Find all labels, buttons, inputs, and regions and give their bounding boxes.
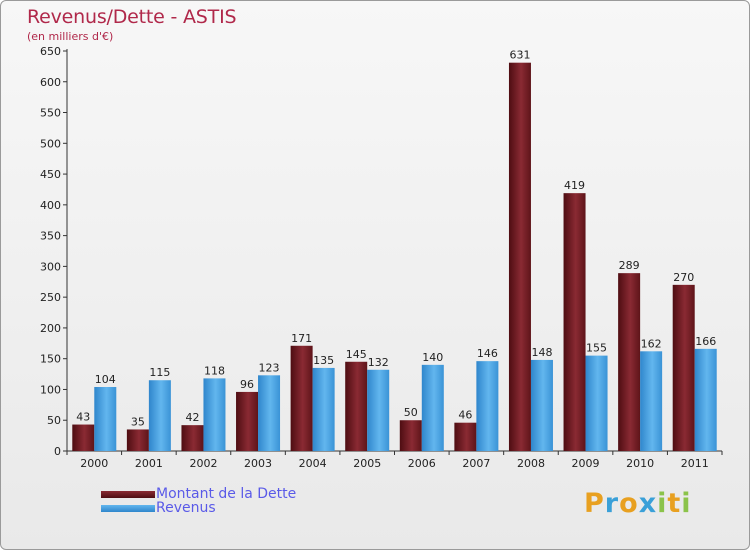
- value-label-dette: 35: [131, 415, 145, 428]
- bar-revenus: [640, 351, 663, 451]
- bar-dette: [290, 345, 313, 451]
- bar-revenus: [530, 359, 553, 451]
- bar-revenus: [203, 378, 226, 451]
- logo-letter: P: [584, 488, 605, 519]
- x-tick-label: 2010: [626, 457, 654, 470]
- bar-revenus: [258, 375, 281, 451]
- value-label-revenus: 155: [586, 342, 607, 355]
- x-tick-label: 2001: [135, 457, 163, 470]
- y-tick-label: 50: [47, 414, 61, 427]
- value-label-dette: 419: [564, 179, 585, 192]
- x-tick-label: 2007: [462, 457, 490, 470]
- y-tick-label: 200: [40, 322, 61, 335]
- bar-revenus: [312, 367, 335, 451]
- proxiti-logo: Proxiti: [584, 488, 692, 519]
- bar-dette: [345, 361, 368, 451]
- value-label-revenus: 123: [259, 361, 280, 374]
- bar-dette: [181, 425, 204, 451]
- logo-letter: i: [681, 488, 692, 519]
- y-tick-label: 450: [40, 168, 61, 181]
- value-label-revenus: 135: [313, 354, 334, 367]
- value-label-dette: 270: [673, 271, 694, 284]
- bar-dette: [508, 62, 531, 451]
- legend-label-debt: Montant de la Dette: [156, 486, 297, 502]
- y-tick-label: 250: [40, 291, 61, 304]
- logo-letter: t: [667, 488, 682, 519]
- chart-subtitle: (en milliers d'€): [27, 30, 114, 43]
- x-tick-label: 2005: [353, 457, 381, 470]
- value-label-revenus: 132: [368, 356, 389, 369]
- value-label-dette: 50: [404, 406, 418, 419]
- x-tick-label: 2011: [681, 457, 709, 470]
- y-tick-label: 400: [40, 199, 61, 212]
- x-tick-label: 2002: [189, 457, 217, 470]
- x-axis: 2000 2001 2002 2003 2004 2005 2006 2007 2008 2009…: [66, 450, 723, 470]
- value-label-revenus: 104: [95, 373, 116, 386]
- bar-dette: [236, 391, 259, 451]
- bar-revenus: [421, 364, 444, 451]
- y-tick-label: 500: [40, 137, 61, 150]
- bar-dette: [618, 273, 641, 451]
- bar-dette: [454, 422, 477, 451]
- logo-letter: i: [657, 488, 668, 519]
- bar-dette: [126, 429, 149, 451]
- legend-swatch-revenus: [101, 505, 155, 512]
- value-label-revenus: 146: [477, 347, 498, 360]
- bar-revenus: [367, 369, 390, 451]
- bar-dette: [399, 420, 422, 451]
- value-label-dette: 631: [509, 49, 530, 62]
- x-tick-label: 2009: [572, 457, 600, 470]
- bar-revenus: [585, 355, 608, 451]
- legend-label-revenus: Revenus: [156, 500, 216, 516]
- bar-revenus: [94, 387, 117, 451]
- value-label-revenus: 166: [695, 335, 716, 348]
- logo-letter: x: [638, 488, 658, 519]
- bar-revenus: [694, 348, 717, 451]
- bar-dette: [72, 424, 95, 451]
- y-axis: 0 50 100 150 200 250 300 350 400 450 500 550 600 650: [40, 45, 68, 458]
- value-label-dette: 43: [76, 411, 90, 424]
- y-tick-label: 600: [40, 76, 61, 89]
- legend-swatch-debt: [101, 491, 155, 498]
- x-tick-label: 2006: [408, 457, 436, 470]
- y-tick-label: 0: [54, 445, 61, 458]
- value-label-dette: 42: [185, 411, 199, 424]
- y-tick-label: 150: [40, 353, 61, 366]
- value-label-dette: 46: [458, 409, 472, 422]
- x-tick-label: 2008: [517, 457, 545, 470]
- value-label-revenus: 118: [204, 364, 225, 377]
- y-tick-label: 550: [40, 107, 61, 120]
- x-tick-label: 2004: [299, 457, 327, 470]
- value-label-revenus: 140: [422, 351, 443, 364]
- logo-letter: o: [619, 488, 639, 519]
- value-label-dette: 289: [619, 259, 640, 272]
- value-label-revenus: 148: [531, 346, 552, 359]
- logo-letter: r: [604, 488, 620, 519]
- x-tick-label: 2003: [244, 457, 272, 470]
- bar-dette: [563, 193, 586, 451]
- y-tick-label: 100: [40, 383, 61, 396]
- value-label-revenus: 162: [641, 337, 662, 350]
- chart-title: Revenus/Dette - ASTIS: [27, 6, 237, 28]
- y-tick-label: 350: [40, 230, 61, 243]
- value-label-dette: 145: [346, 348, 367, 361]
- bar-dette: [672, 284, 695, 451]
- value-label-dette: 171: [291, 332, 312, 345]
- bar-revenus: [476, 361, 499, 451]
- x-tick-label: 2000: [80, 457, 108, 470]
- bar-revenus: [148, 380, 171, 451]
- value-label-dette: 96: [240, 378, 254, 391]
- y-tick-label: 300: [40, 260, 61, 273]
- y-tick-label: 650: [40, 45, 61, 58]
- value-label-revenus: 115: [149, 366, 170, 379]
